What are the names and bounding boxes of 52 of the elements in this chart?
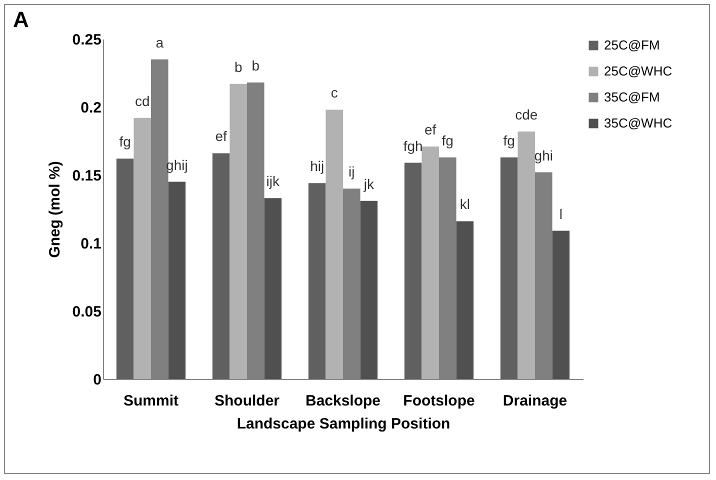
bar: [552, 230, 570, 379]
bar: [212, 153, 230, 379]
bar: [308, 183, 326, 379]
bar: [456, 221, 474, 379]
y-tick-label: 0.2: [80, 100, 102, 116]
data-label: ijk: [266, 173, 281, 190]
y-tick-label: 0: [93, 372, 102, 388]
x-tick-label: Shoulder: [214, 392, 280, 410]
legend-label: 25C@WHC: [604, 64, 672, 78]
data-label: b: [234, 58, 242, 75]
data-label: ij: [348, 164, 355, 180]
data-label: hij: [310, 158, 324, 174]
data-label: jk: [362, 176, 375, 192]
data-label: fg: [442, 132, 454, 148]
x-tick-label: Drainage: [502, 392, 568, 410]
bar: [168, 182, 186, 379]
y-tick-label: 0.05: [72, 304, 102, 320]
data-label: ef: [215, 128, 228, 144]
data-label: b: [252, 58, 260, 74]
bar: [116, 158, 134, 379]
legend-label: 35C@FM: [604, 90, 660, 104]
data-label: ef: [424, 121, 436, 138]
legend-label: 25C@FM: [604, 38, 660, 52]
data-label: fg: [119, 134, 131, 150]
x-tick-label: Summit: [123, 392, 179, 410]
data-label: cd: [134, 92, 150, 109]
bar: [230, 84, 247, 379]
data-label: l: [559, 206, 562, 222]
data-label: fg: [503, 132, 515, 148]
bar: [518, 131, 535, 379]
y-tick-label: 0.25: [72, 32, 102, 48]
bar: [134, 118, 151, 379]
x-tick-label: Backslope: [305, 392, 381, 410]
x-axis-title: Landscape Sampling Position: [236, 416, 450, 432]
x-tick-label: Footslope: [403, 392, 475, 410]
bar: [500, 157, 518, 379]
bar: [326, 110, 343, 379]
bar: [360, 200, 378, 379]
data-label: cde: [515, 106, 538, 122]
bar: [404, 162, 422, 379]
y-tick-label: 0.15: [72, 168, 102, 184]
y-axis-title: Gneg (mol %): [46, 161, 64, 258]
y-tick-label: 0.1: [80, 236, 102, 252]
data-label: a: [156, 34, 164, 50]
bar: [422, 146, 439, 379]
chart-title: A: [13, 7, 29, 32]
data-label: c: [330, 84, 338, 101]
data-label: fgh: [403, 138, 423, 154]
bar: [264, 198, 282, 379]
data-label: kl: [460, 196, 470, 212]
data-label: ghi: [534, 147, 553, 164]
legend-label: 35C@WHC: [604, 116, 672, 130]
